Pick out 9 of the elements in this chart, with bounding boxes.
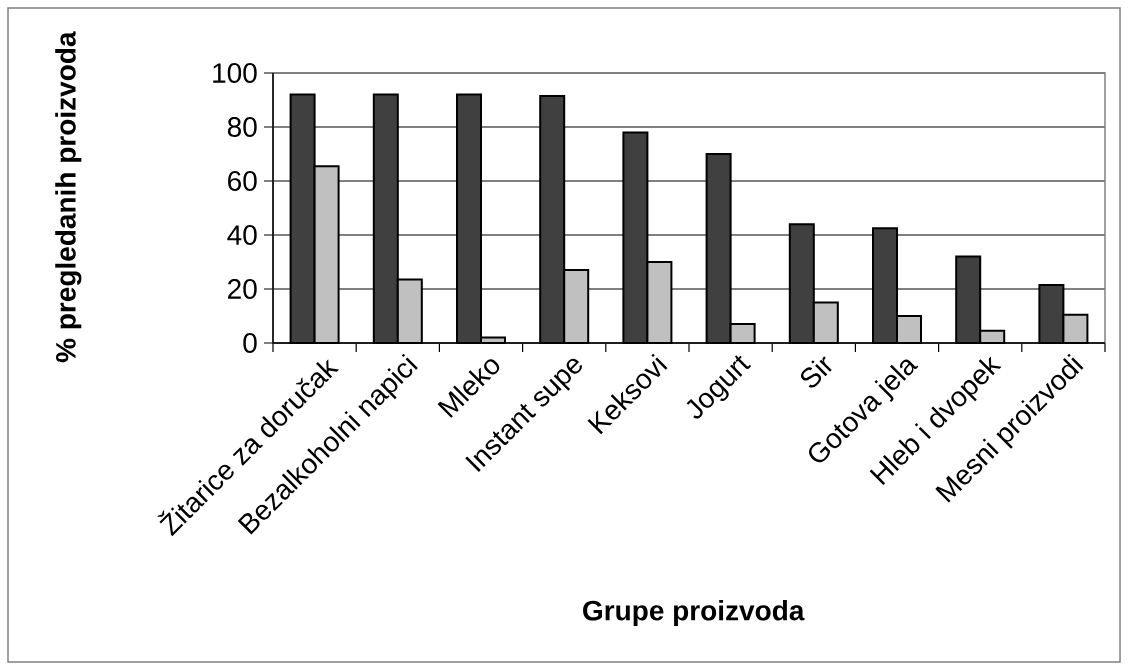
x-tick-label: Sir bbox=[800, 356, 832, 388]
y-tick-label: 40 bbox=[227, 225, 257, 245]
y-tick-label: 20 bbox=[228, 279, 257, 299]
y-tick-label: 100 bbox=[213, 63, 257, 83]
y-axis-title: % pregledanih proizvoda bbox=[55, 31, 82, 363]
y-tick-label: 80 bbox=[227, 117, 257, 137]
y-tick-label: 60 bbox=[228, 171, 257, 191]
x-axis-title: Grupe proizvoda bbox=[583, 599, 805, 627]
y-tick-label: 0 bbox=[243, 333, 257, 353]
